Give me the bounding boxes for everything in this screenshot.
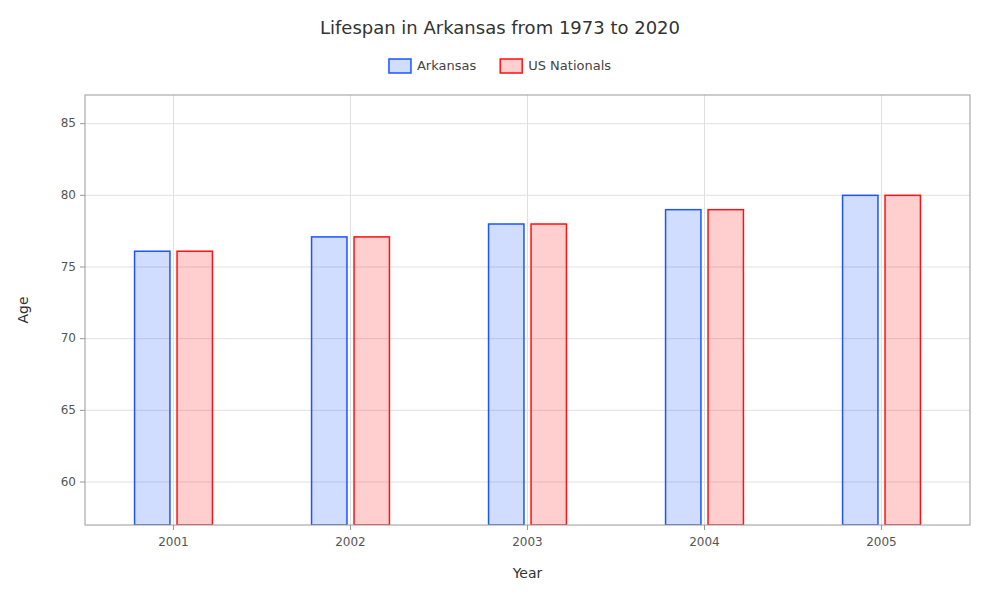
y-tick-label: 60 — [61, 475, 76, 489]
bar — [885, 195, 920, 525]
bar — [708, 210, 743, 525]
bar — [531, 224, 566, 525]
plot-frame — [85, 95, 970, 525]
x-tick-label: 2002 — [335, 535, 366, 549]
x-tick — [527, 525, 528, 530]
x-axis-label: Year — [512, 565, 543, 581]
x-tick — [350, 525, 351, 530]
legend-swatch — [389, 59, 411, 73]
y-tick — [80, 267, 85, 268]
x-tick-label: 2004 — [689, 535, 720, 549]
chart-svg: 60 65 70 75 80 85 2001 2002 2003 2004 2005 Year Age L… — [0, 0, 1000, 600]
axes: 60 65 70 75 80 85 2001 2002 2003 2004 2005 — [61, 116, 897, 549]
x-tick-label: 2005 — [866, 535, 897, 549]
x-tick-label: 2003 — [512, 535, 543, 549]
chart-title: Lifespan in Arkansas from 1973 to 2020 — [320, 17, 680, 38]
x-grid-line — [704, 95, 705, 525]
y-axis-label: Age — [15, 296, 31, 323]
y-tick-label: 80 — [61, 188, 76, 202]
bar — [666, 210, 701, 525]
y-tick-label: 75 — [61, 260, 76, 274]
bars — [135, 195, 921, 525]
legend-item: Arkansas — [389, 58, 476, 74]
bar — [489, 224, 524, 525]
bar — [312, 237, 347, 525]
x-tick — [881, 525, 882, 530]
y-tick — [80, 338, 85, 339]
y-tick-label: 65 — [61, 403, 76, 417]
y-tick-label: 70 — [61, 331, 76, 345]
x-grid-line — [350, 95, 351, 525]
y-tick — [80, 482, 85, 483]
x-grid-line — [527, 95, 528, 525]
x-tick — [704, 525, 705, 530]
y-tick — [80, 123, 85, 124]
grid — [85, 95, 970, 525]
legend-swatch — [500, 59, 522, 73]
legend: Arkansas US Nationals — [389, 58, 611, 74]
x-tick-label: 2001 — [158, 535, 189, 549]
y-tick — [80, 195, 85, 196]
bar — [177, 251, 212, 525]
x-grid-line — [173, 95, 174, 525]
bar — [135, 251, 170, 525]
bar — [354, 237, 389, 525]
y-tick — [80, 410, 85, 411]
legend-item: US Nationals — [500, 58, 611, 74]
x-grid-line — [881, 95, 882, 525]
x-tick — [173, 525, 174, 530]
y-tick-label: 85 — [61, 116, 76, 130]
legend-label: US Nationals — [528, 58, 611, 73]
legend-label: Arkansas — [417, 58, 476, 73]
chart-container: 60 65 70 75 80 85 2001 2002 2003 2004 2005 Year Age L… — [0, 0, 1000, 600]
background — [0, 0, 1000, 600]
bar — [843, 195, 878, 525]
